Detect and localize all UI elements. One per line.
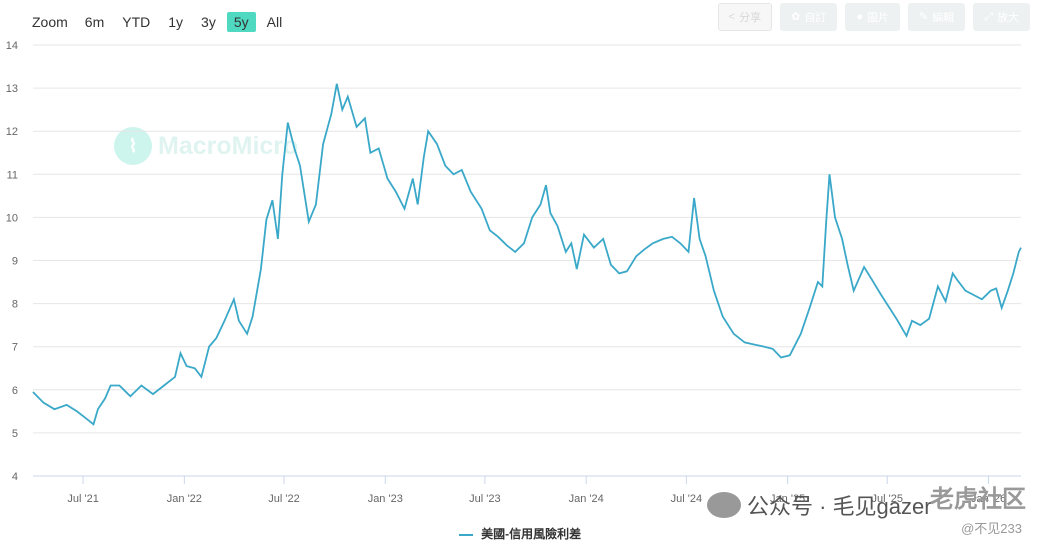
legend-swatch — [458, 533, 473, 536]
macromicro-watermark: ⌇ MacroMicro — [114, 127, 298, 165]
zoom-3y-button[interactable]: 3y — [201, 14, 216, 30]
y-tick-label: 7 — [12, 342, 18, 354]
zoom-label: Zoom — [32, 14, 68, 30]
y-tick-label: 14 — [6, 40, 18, 52]
zoom-5y-button[interactable]: 5y — [226, 12, 256, 32]
zoom-6m-button[interactable]: 6m — [84, 14, 105, 30]
gear-icon: ✿ — [791, 10, 801, 23]
zoom-all-button[interactable]: All — [266, 14, 283, 30]
x-tick-label: Jan '25 — [770, 493, 805, 505]
x-tick-label: Jul '24 — [671, 493, 702, 505]
y-tick-label: 10 — [6, 212, 18, 224]
image-label: 圖片 — [866, 12, 889, 24]
y-axis-ticks: 4 5 6 7 8 9 10 11 12 13 14 — [6, 40, 18, 483]
series-line — [32, 83, 1022, 426]
x-tick-label: Jul '22 — [268, 493, 299, 505]
legend-label: 美國-信用風險利差 — [481, 527, 582, 541]
expand-button[interactable]: ⤢ 放大 — [973, 3, 1030, 31]
y-tick-label: 9 — [12, 256, 18, 268]
custom-button[interactable]: ✿ 自訂 — [780, 3, 838, 31]
grid-lines — [33, 44, 1021, 477]
user-handle-overlay: @不见233 — [961, 521, 1022, 536]
macromicro-logo-icon: ⌇ — [114, 127, 152, 165]
wechat-overlay: 公众号 · 毛见gazer — [707, 489, 932, 521]
wechat-icon — [707, 492, 741, 518]
share-label: 分享 — [739, 12, 762, 24]
x-tick-label: Jan '22 — [167, 493, 202, 505]
pencil-icon: ✎ — [918, 10, 929, 23]
watermark-text: MacroMicro — [158, 131, 299, 160]
wechat-text: 公众号 · 毛见gazer — [747, 494, 932, 519]
expand-label: 放大 — [997, 12, 1019, 24]
y-tick-label: 8 — [12, 299, 18, 311]
edit-button[interactable]: ✎ 編輯 — [907, 3, 966, 31]
edit-label: 編輯 — [932, 12, 955, 24]
legend[interactable]: 美國-信用風險利差 — [0, 525, 1040, 542]
share-icon: < — [728, 10, 736, 23]
image-button[interactable]: ● 圖片 — [845, 3, 900, 31]
x-tick-label: Jan '24 — [569, 493, 604, 505]
x-tick-label: Jul '25 — [872, 493, 903, 505]
y-tick-label: 4 — [12, 471, 18, 483]
y-tick-label: 6 — [12, 385, 18, 397]
tiger-community-overlay: 老虎社区 — [930, 486, 1026, 513]
y-tick-label: 13 — [6, 83, 18, 95]
zoom-bar: Zoom 6m YTD 1y 3y 5y All — [32, 11, 293, 33]
user-icon: ● — [856, 10, 863, 23]
x-tick-label: Jan '23 — [368, 493, 403, 505]
y-tick-label: 12 — [6, 126, 18, 138]
zoom-1y-button[interactable]: 1y — [168, 14, 184, 30]
x-axis-ticks: Jul '21 Jan '22 Jul '22 Jan '23 Jul '23 Jan '… — [33, 475, 1021, 505]
y-tick-label: 5 — [12, 428, 18, 440]
custom-label: 自訂 — [804, 12, 827, 24]
chart-toolbar: < 分享 ✿ 自訂 ● 圖片 ✎ 編輯 ⤢ 放大 — [717, 3, 1030, 31]
zoom-ytd-button[interactable]: YTD — [122, 14, 151, 30]
y-tick-label: 11 — [7, 169, 18, 181]
x-tick-label: Jan '26 — [971, 493, 1006, 505]
share-button[interactable]: < 分享 — [717, 3, 773, 31]
x-tick-label: Jul '23 — [469, 493, 500, 505]
x-tick-label: Jul '21 — [67, 493, 98, 505]
expand-icon: ⤢ — [984, 10, 993, 23]
